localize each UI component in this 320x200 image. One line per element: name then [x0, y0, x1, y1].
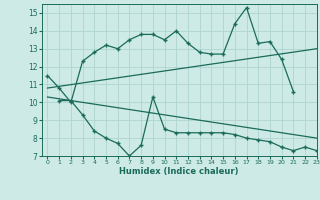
X-axis label: Humidex (Indice chaleur): Humidex (Indice chaleur) [119, 167, 239, 176]
